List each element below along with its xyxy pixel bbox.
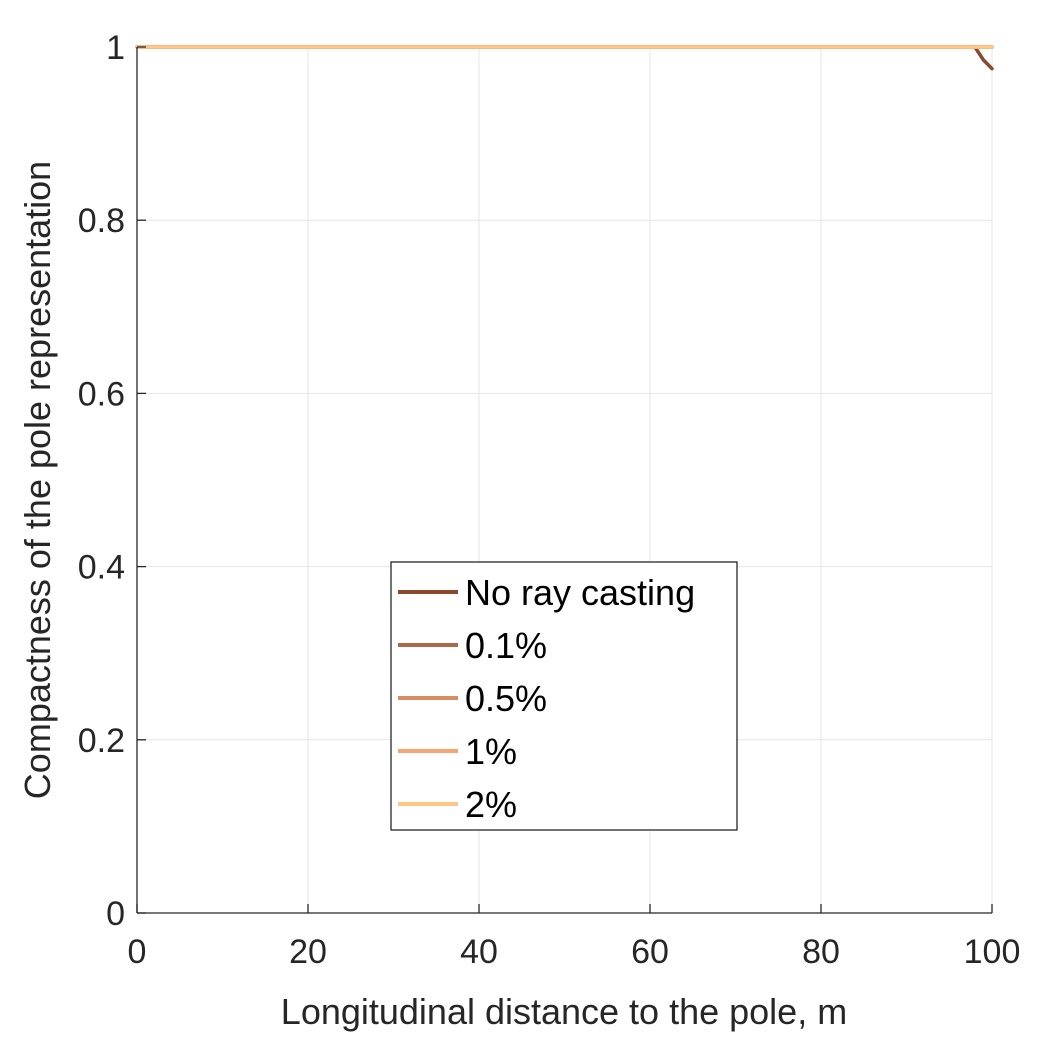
y-tick-label-1: 0.2 (78, 722, 125, 760)
y-tick-label-0: 0 (106, 895, 125, 933)
y-tick-label-4: 0.8 (78, 202, 125, 240)
x-tick-label-2: 40 (460, 933, 498, 971)
grid (136, 46, 993, 914)
x-tick-label-5: 100 (964, 933, 1021, 971)
axes (136, 46, 993, 914)
legend: No ray casting 0.1% 0.5% 1% 2% (390, 561, 738, 831)
x-tick-label-1: 20 (289, 933, 327, 971)
legend-label-1: 0.1% (465, 625, 547, 666)
series-lines (135, 45, 994, 71)
x-tick-label-3: 60 (631, 933, 669, 971)
y-tick-label-2: 0.4 (78, 549, 125, 587)
y-tick-label-3: 0.6 (78, 375, 125, 413)
tick-labels: 0 20 40 60 80 100 0 0.2 0.4 0.6 0.8 1 (78, 29, 1021, 971)
x-tick-label-4: 80 (802, 933, 840, 971)
legend-label-0: No ray casting (465, 572, 695, 613)
legend-label-3: 1% (465, 731, 517, 772)
legend-label-4: 2% (465, 784, 517, 825)
y-axis-title: Compactness of the pole representation (17, 161, 58, 799)
x-tick-label-0: 0 (128, 933, 147, 971)
legend-label-2: 0.5% (465, 678, 547, 719)
y-tick-label-5: 1 (106, 29, 125, 67)
x-axis-title: Longitudinal distance to the pole, m (281, 991, 847, 1032)
